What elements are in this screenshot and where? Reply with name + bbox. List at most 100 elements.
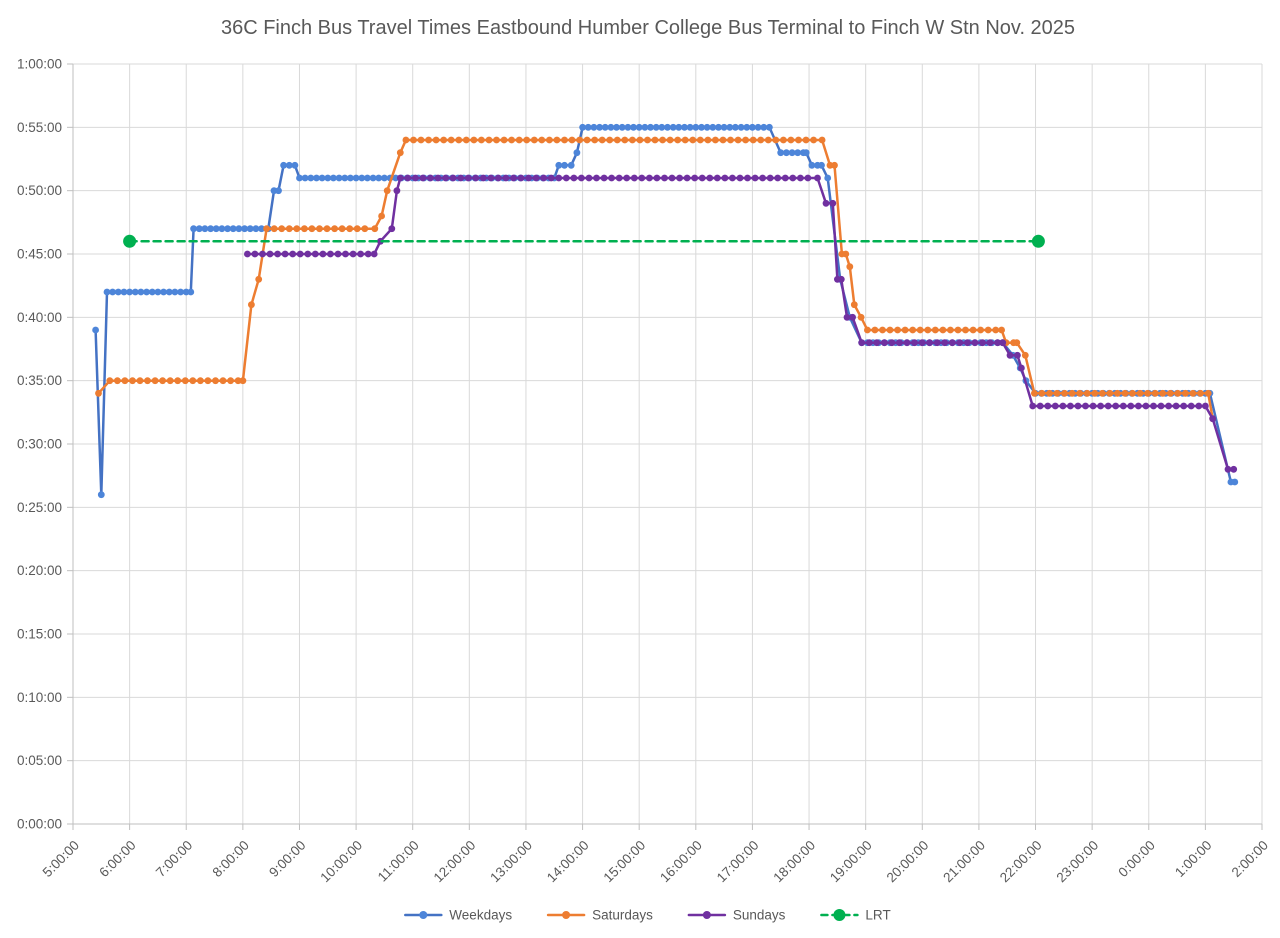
data-point-marker xyxy=(296,250,304,258)
data-point-marker xyxy=(600,174,608,182)
data-point-marker xyxy=(888,339,896,347)
data-point-marker xyxy=(181,377,189,385)
data-point-marker xyxy=(651,136,659,144)
x-axis-tick-label: 8:00:00 xyxy=(210,838,252,880)
x-axis-tick-label: 16:00:00 xyxy=(657,838,705,886)
data-point-marker xyxy=(229,225,237,233)
data-point-marker xyxy=(703,123,711,131)
data-point-marker xyxy=(1157,402,1165,410)
data-point-marker xyxy=(144,377,151,385)
data-point-marker xyxy=(606,136,614,144)
data-point-marker xyxy=(251,250,259,258)
x-axis-tick-label: 12:00:00 xyxy=(431,838,479,886)
data-point-marker xyxy=(713,174,721,182)
x-axis-tick-label: 14:00:00 xyxy=(544,838,592,886)
data-point-marker xyxy=(432,136,440,144)
y-axis-tick-label: 0:50:00 xyxy=(17,183,62,198)
data-point-marker xyxy=(618,123,626,131)
data-point-marker xyxy=(425,136,432,144)
series-saturdays-markers xyxy=(95,136,1217,423)
data-point-marker xyxy=(342,250,349,258)
axes xyxy=(67,63,1263,830)
y-axis-tick-label: 0:10:00 xyxy=(17,690,62,705)
data-point-marker xyxy=(92,326,99,334)
data-point-marker xyxy=(204,377,212,385)
data-point-marker xyxy=(301,225,308,233)
data-point-marker xyxy=(106,377,114,385)
data-point-marker xyxy=(1031,234,1045,248)
data-point-marker xyxy=(347,174,354,182)
data-point-marker xyxy=(218,225,226,233)
y-axis-tick-label: 0:45:00 xyxy=(17,247,62,262)
data-point-marker xyxy=(729,174,736,182)
data-point-marker xyxy=(598,136,606,144)
data-point-marker xyxy=(585,174,593,182)
data-point-marker xyxy=(114,377,121,385)
data-point-marker xyxy=(674,136,682,144)
legend-item-lrt: LRT xyxy=(820,908,891,923)
data-point-marker xyxy=(1142,402,1150,410)
legend-sample-marker xyxy=(562,911,571,919)
data-point-marker xyxy=(143,288,151,296)
data-point-marker xyxy=(810,136,817,144)
data-point-marker xyxy=(979,339,986,347)
data-point-marker xyxy=(412,174,419,182)
data-point-marker xyxy=(1018,364,1025,372)
data-point-marker xyxy=(285,225,293,233)
data-point-marker xyxy=(744,174,751,182)
x-axis-tick-label: 15:00:00 xyxy=(601,838,649,886)
data-point-marker xyxy=(293,225,301,233)
data-point-marker xyxy=(538,136,546,144)
legend-item-saturdays: Saturdays xyxy=(546,908,653,923)
data-point-marker xyxy=(114,288,122,296)
data-point-marker xyxy=(727,136,734,144)
x-axis-tick-label: 17:00:00 xyxy=(714,838,762,886)
data-point-marker xyxy=(404,174,412,182)
data-point-marker xyxy=(1013,339,1021,347)
data-point-marker xyxy=(165,288,173,296)
data-point-marker xyxy=(916,326,924,334)
data-point-marker xyxy=(318,174,326,182)
data-point-marker xyxy=(686,123,694,131)
data-point-marker xyxy=(780,136,787,144)
x-axis-tick-label: 0:00:00 xyxy=(1115,838,1157,880)
data-point-marker xyxy=(984,326,992,334)
x-axis-tick-label: 1:00:00 xyxy=(1172,838,1214,880)
data-point-marker xyxy=(1127,402,1135,410)
data-point-marker xyxy=(766,174,774,182)
series-layer xyxy=(92,123,1239,499)
x-axis-tick-label: 22:00:00 xyxy=(997,838,1045,886)
y-axis-tick-label: 1:00:00 xyxy=(17,57,62,72)
data-point-marker xyxy=(166,377,174,385)
data-point-marker xyxy=(515,136,523,144)
data-point-marker xyxy=(227,377,235,385)
data-point-marker xyxy=(578,174,585,182)
y-axis-tick-label: 0:05:00 xyxy=(17,753,62,768)
data-point-marker xyxy=(570,174,578,182)
data-point-marker xyxy=(246,225,254,233)
data-point-marker xyxy=(1202,402,1209,410)
legend-item-weekdays: Weekdays xyxy=(404,908,512,923)
data-point-marker xyxy=(289,250,297,258)
data-point-marker xyxy=(517,174,525,182)
y-axis-tick-label: 0:25:00 xyxy=(17,500,62,515)
data-point-marker xyxy=(296,174,303,182)
data-point-marker xyxy=(224,225,232,233)
legend-item-label: Saturdays xyxy=(592,908,653,923)
x-axis-tick-label: 23:00:00 xyxy=(1053,838,1101,886)
data-point-marker xyxy=(749,136,757,144)
data-point-marker xyxy=(732,123,739,131)
data-point-marker xyxy=(338,225,346,233)
data-point-marker xyxy=(802,149,810,157)
data-point-marker xyxy=(442,174,449,182)
data-point-marker xyxy=(95,389,102,397)
data-point-marker xyxy=(624,123,632,131)
data-point-marker xyxy=(327,250,334,258)
data-point-marker xyxy=(621,136,629,144)
data-point-marker xyxy=(375,174,383,182)
data-point-marker xyxy=(751,174,759,182)
data-point-marker xyxy=(371,225,379,233)
data-point-marker xyxy=(837,275,845,283)
legend-item-sundays: Sundays xyxy=(687,908,786,923)
data-point-marker xyxy=(123,234,137,248)
